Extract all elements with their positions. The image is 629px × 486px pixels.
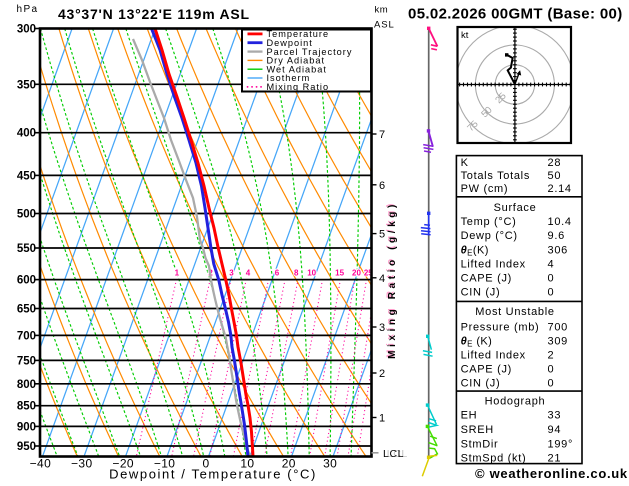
svg-text:4: 4	[246, 269, 251, 278]
svg-text:2: 2	[548, 350, 555, 362]
svg-text:30: 30	[323, 457, 337, 471]
svg-text:199°: 199°	[548, 439, 574, 451]
svg-text:Hodograph: Hodograph	[485, 395, 546, 407]
svg-text:Mixing Ratio (g/kg): Mixing Ratio (g/kg)	[386, 200, 397, 358]
svg-text:© weatheronline.co.uk: © weatheronline.co.uk	[475, 466, 628, 481]
svg-text:CIN (J): CIN (J)	[461, 287, 501, 299]
svg-text:Mixing Ratio: Mixing Ratio	[267, 82, 330, 92]
svg-text:CAPE (J): CAPE (J)	[461, 273, 512, 285]
svg-text:21: 21	[548, 452, 562, 464]
svg-text:0: 0	[548, 273, 555, 285]
svg-text:Isotherm: Isotherm	[267, 73, 311, 83]
svg-text:Temperature: Temperature	[267, 29, 330, 39]
svg-text:306: 306	[548, 244, 568, 256]
svg-text:0: 0	[548, 287, 555, 299]
svg-text:Parcel Trajectory: Parcel Trajectory	[267, 47, 353, 57]
svg-text:3: 3	[379, 322, 385, 334]
svg-text:6: 6	[379, 180, 385, 192]
svg-text:1: 1	[379, 413, 385, 425]
svg-text:1: 1	[175, 269, 180, 278]
svg-text:9.6: 9.6	[548, 230, 565, 242]
svg-text:ASL: ASL	[374, 20, 395, 31]
svg-text:800: 800	[17, 379, 36, 391]
svg-text:Lifted Index: Lifted Index	[461, 258, 526, 270]
svg-text:20: 20	[282, 457, 296, 471]
svg-text:05.02.2026 00GMT (Base: 00): 05.02.2026 00GMT (Base: 00)	[408, 6, 623, 23]
svg-text:550: 550	[17, 243, 36, 255]
svg-text:10.4: 10.4	[548, 216, 572, 228]
svg-text:2: 2	[379, 368, 385, 380]
svg-text:Dry Adiabat: Dry Adiabat	[267, 56, 326, 66]
svg-text:CAPE (J): CAPE (J)	[461, 363, 512, 375]
svg-text:−20: −20	[112, 457, 134, 471]
svg-text:Dewpoint: Dewpoint	[267, 38, 313, 48]
svg-text:K: K	[461, 157, 469, 169]
svg-text:StmDir: StmDir	[461, 439, 499, 451]
svg-text:Mixing Ratio (g/kg): Mixing Ratio (g/kg)	[387, 201, 398, 359]
svg-text:Most Unstable: Most Unstable	[475, 306, 554, 318]
svg-text:Surface: Surface	[494, 202, 537, 214]
svg-text:4: 4	[548, 258, 555, 270]
svg-text:400: 400	[17, 128, 36, 140]
svg-text:650: 650	[17, 304, 36, 316]
svg-text:5: 5	[379, 229, 385, 241]
svg-text:500: 500	[17, 209, 36, 221]
svg-text:25: 25	[364, 269, 373, 278]
svg-text:950: 950	[17, 441, 36, 453]
svg-text:7: 7	[379, 129, 385, 141]
svg-text:700: 700	[17, 330, 36, 342]
svg-text:10: 10	[240, 457, 254, 471]
svg-text:43°37'N 13°22'E 119m ASL: 43°37'N 13°22'E 119m ASL	[58, 6, 250, 22]
svg-text:SREH: SREH	[461, 424, 494, 436]
svg-text:Dewpoint / Temperature (°C): Dewpoint / Temperature (°C)	[109, 467, 317, 482]
svg-text:−10: −10	[154, 457, 176, 471]
svg-text:309: 309	[548, 336, 568, 348]
svg-text:Lifted Index: Lifted Index	[461, 350, 526, 362]
svg-text:6: 6	[275, 269, 280, 278]
svg-text:20: 20	[352, 269, 361, 278]
svg-text:StmSpd (kt): StmSpd (kt)	[461, 452, 527, 464]
svg-text:850: 850	[17, 401, 36, 413]
svg-text:θE(K): θE(K)	[461, 244, 489, 257]
svg-text:50: 50	[548, 170, 562, 182]
svg-text:−40: −40	[30, 457, 52, 471]
svg-text:28: 28	[548, 157, 562, 169]
svg-text:600: 600	[17, 275, 36, 287]
svg-text:km: km	[375, 5, 389, 16]
svg-text:700: 700	[548, 322, 568, 334]
svg-text:Pressure (mb): Pressure (mb)	[461, 322, 540, 334]
svg-text:hPa: hPa	[17, 4, 39, 15]
svg-text:2.14: 2.14	[548, 183, 572, 195]
svg-text:4: 4	[379, 273, 385, 285]
svg-text:33: 33	[548, 410, 562, 422]
svg-text:Wet Adiabat: Wet Adiabat	[267, 64, 327, 74]
svg-text:Dewp (°C): Dewp (°C)	[461, 230, 518, 242]
svg-text:10: 10	[307, 269, 316, 278]
svg-text:EH: EH	[461, 410, 478, 422]
svg-text:CIN (J): CIN (J)	[461, 377, 501, 389]
svg-text:LCL: LCL	[383, 448, 404, 460]
svg-text:300: 300	[17, 24, 36, 36]
svg-text:8: 8	[294, 269, 299, 278]
svg-text:0: 0	[202, 457, 209, 471]
svg-text:θE (K): θE (K)	[461, 336, 493, 349]
svg-text:PW (cm): PW (cm)	[461, 183, 509, 195]
svg-text:Totals Totals: Totals Totals	[461, 170, 530, 182]
svg-text:15: 15	[335, 269, 344, 278]
svg-text:750: 750	[17, 355, 36, 367]
svg-text:3: 3	[229, 269, 234, 278]
svg-text:94: 94	[548, 424, 562, 436]
svg-text:450: 450	[17, 170, 36, 182]
svg-text:0: 0	[548, 363, 555, 375]
svg-text:−30: −30	[71, 457, 93, 471]
svg-text:900: 900	[17, 421, 36, 433]
svg-text:kt: kt	[461, 30, 469, 41]
svg-text:Temp (°C): Temp (°C)	[461, 216, 517, 228]
svg-text:0: 0	[548, 377, 555, 389]
svg-text:350: 350	[17, 79, 36, 91]
svg-text:LCL: LCL	[387, 448, 408, 460]
